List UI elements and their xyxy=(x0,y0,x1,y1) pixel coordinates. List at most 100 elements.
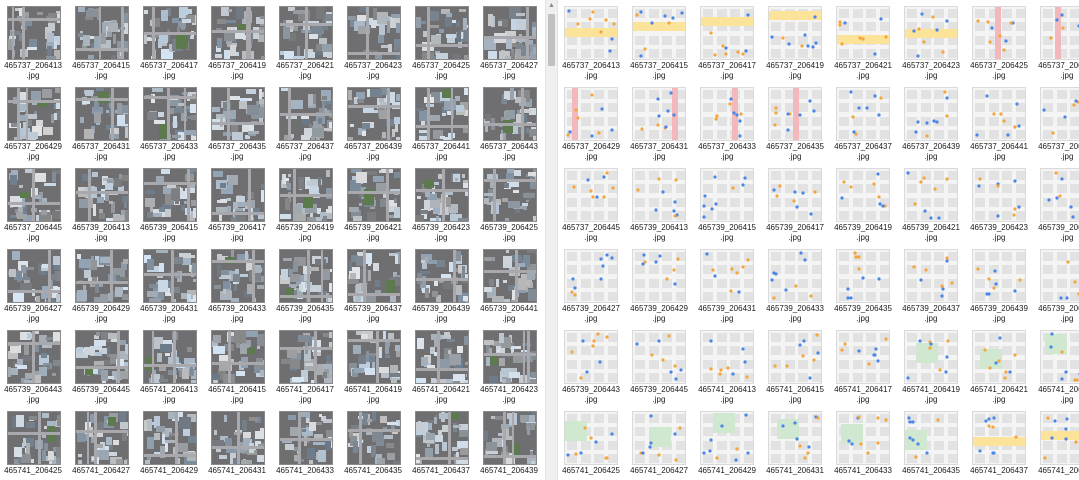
satellite-file-item[interactable]: 465739_206445 .jpg xyxy=(68,324,134,406)
satellite-file-item[interactable]: 465741_206415 .jpg xyxy=(204,324,270,406)
map-file-item[interactable]: 465739_206433 .jpg xyxy=(762,243,828,325)
map-file-item[interactable]: 465739_206437 .jpg xyxy=(898,243,964,325)
satellite-file-item[interactable]: 465741_206437 xyxy=(408,405,474,480)
satellite-file-item[interactable]: 465737_206437 .jpg xyxy=(272,81,338,163)
satellite-file-item[interactable]: 465741_206439 xyxy=(476,405,542,480)
satellite-file-item[interactable]: 465737_206415 .jpg xyxy=(68,0,134,82)
satellite-file-item[interactable]: 465737_206413 .jpg xyxy=(0,0,66,82)
satellite-file-item[interactable]: 465737_206445 .jpg xyxy=(0,162,66,244)
map-file-item[interactable]: 465737_206429 .jpg xyxy=(558,81,624,163)
map-file-item[interactable]: 465741_206415 .jpg xyxy=(762,324,828,406)
map-file-item[interactable]: 465737_206435 .jpg xyxy=(762,81,828,163)
map-file-item[interactable]: 465737_206427.jpg xyxy=(1034,0,1079,82)
satellite-file-item[interactable]: 465741_206431 xyxy=(204,405,270,480)
map-file-item[interactable]: 465737_206445 .jpg xyxy=(558,162,624,244)
satellite-file-item[interactable]: 465737_206417 .jpg xyxy=(136,0,202,82)
satellite-file-item[interactable]: 465737_206421 .jpg xyxy=(272,0,338,82)
map-file-item[interactable]: 465739_206441.jpg xyxy=(1034,243,1079,325)
satellite-file-item[interactable]: 465741_206413 .jpg xyxy=(136,324,202,406)
satellite-file-item[interactable]: 465741_206427 xyxy=(68,405,134,480)
satellite-file-item[interactable]: 465739_206435 .jpg xyxy=(272,243,338,325)
chevron-up-icon[interactable]: ▲ xyxy=(548,2,555,9)
satellite-file-item[interactable]: 465737_206439 .jpg xyxy=(340,81,406,163)
file-name-ext: .jpg xyxy=(298,152,312,161)
map-file-item[interactable]: 465739_206435 .jpg xyxy=(830,243,896,325)
map-file-item[interactable]: 465737_206433 .jpg xyxy=(694,81,760,163)
satellite-file-item[interactable]: 465739_206419 .jpg xyxy=(272,162,338,244)
satellite-file-item[interactable]: 465741_206435 xyxy=(340,405,406,480)
satellite-file-item[interactable]: 465739_206427 .jpg xyxy=(0,243,66,325)
satellite-file-item[interactable]: 465741_206433 xyxy=(272,405,338,480)
satellite-file-item[interactable]: 465737_206443 .jpg xyxy=(476,81,542,163)
map-file-item[interactable]: 465741_206423.jpg xyxy=(1034,324,1079,406)
satellite-file-item[interactable]: 465739_206429 .jpg xyxy=(68,243,134,325)
map-file-item[interactable]: 465737_206425 .jpg xyxy=(966,0,1032,82)
satellite-file-item[interactable]: 465739_206437 .jpg xyxy=(340,243,406,325)
map-file-item[interactable]: 465741_206421 .jpg xyxy=(966,324,1032,406)
map-file-item[interactable]: 465739_206417 .jpg xyxy=(762,162,828,244)
map-file-item[interactable]: 465741_206419 .jpg xyxy=(898,324,964,406)
map-file-item[interactable]: 465739_206439 .jpg xyxy=(966,243,1032,325)
map-file-item[interactable]: 465737_206419 .jpg xyxy=(762,0,828,82)
map-file-item[interactable]: 465739_206429 .jpg xyxy=(626,243,692,325)
map-file-item[interactable]: 465741_206437 xyxy=(966,405,1032,480)
map-file-item[interactable]: 465739_206445 .jpg xyxy=(626,324,692,406)
map-file-item[interactable]: 465739_206413 .jpg xyxy=(626,162,692,244)
satellite-file-item[interactable]: 465739_206439 .jpg xyxy=(408,243,474,325)
map-file-item[interactable]: 465737_206421 .jpg xyxy=(830,0,896,82)
map-file-item[interactable]: 465739_206431 .jpg xyxy=(694,243,760,325)
map-file-item[interactable]: 465737_206431 .jpg xyxy=(626,81,692,163)
map-file-item[interactable]: 465737_206413 .jpg xyxy=(558,0,624,82)
scrollbar-thumb[interactable] xyxy=(548,14,555,66)
satellite-file-item[interactable]: 465737_206435 .jpg xyxy=(204,81,270,163)
map-file-item[interactable]: 465737_206417 .jpg xyxy=(694,0,760,82)
map-file-item[interactable]: 465739_206419 .jpg xyxy=(830,162,896,244)
map-file-item[interactable]: 465741_206435 xyxy=(898,405,964,480)
satellite-file-item[interactable]: 465737_206433 .jpg xyxy=(136,81,202,163)
map-file-item[interactable]: 465737_206415 .jpg xyxy=(626,0,692,82)
map-file-item[interactable]: 465739_206443 .jpg xyxy=(558,324,624,406)
satellite-file-item[interactable]: 465741_206425 xyxy=(0,405,66,480)
map-file-item[interactable]: 465741_206417 .jpg xyxy=(830,324,896,406)
satellite-file-item[interactable]: 465739_206433 .jpg xyxy=(204,243,270,325)
map-file-item[interactable]: 465737_206439 .jpg xyxy=(898,81,964,163)
vertical-scrollbar[interactable]: ▲ xyxy=(545,0,558,480)
satellite-file-item[interactable]: 465741_206421 .jpg xyxy=(408,324,474,406)
map-file-item[interactable]: 465737_206441 .jpg xyxy=(966,81,1032,163)
map-file-item[interactable]: 465741_206429 xyxy=(694,405,760,480)
map-file-item[interactable]: 465741_206425 xyxy=(558,405,624,480)
satellite-file-item[interactable]: 465739_206413 .jpg xyxy=(68,162,134,244)
satellite-file-item[interactable]: 465739_206441 .jpg xyxy=(476,243,542,325)
satellite-file-item[interactable]: 465739_206425 .jpg xyxy=(476,162,542,244)
satellite-file-item[interactable]: 465741_206417 .jpg xyxy=(272,324,338,406)
map-file-item[interactable]: 465737_206423 .jpg xyxy=(898,0,964,82)
map-file-item[interactable]: 465739_206423 .jpg xyxy=(966,162,1032,244)
satellite-file-item[interactable]: 465737_206423 .jpg xyxy=(340,0,406,82)
satellite-file-item[interactable]: 465741_206423 .jpg xyxy=(476,324,542,406)
map-file-item[interactable]: 465739_206425.jpg xyxy=(1034,162,1079,244)
satellite-file-item[interactable]: 465739_206423 .jpg xyxy=(408,162,474,244)
satellite-file-item[interactable]: 465739_206421 .jpg xyxy=(340,162,406,244)
map-file-item[interactable]: 465737_206437 .jpg xyxy=(830,81,896,163)
satellite-file-item[interactable]: 465737_206419 .jpg xyxy=(204,0,270,82)
map-file-item[interactable]: 465737_206443.jpg xyxy=(1034,81,1079,163)
map-file-item[interactable]: 465739_206415 .jpg xyxy=(694,162,760,244)
satellite-file-item[interactable]: 465739_206415 .jpg xyxy=(136,162,202,244)
map-file-item[interactable]: 465741_206413 .jpg xyxy=(694,324,760,406)
map-file-item[interactable]: 465739_206421 .jpg xyxy=(898,162,964,244)
satellite-file-item[interactable]: 465739_206417 .jpg xyxy=(204,162,270,244)
map-file-item[interactable]: 465741_206439 xyxy=(1034,405,1079,480)
satellite-file-item[interactable]: 465739_206431 .jpg xyxy=(136,243,202,325)
satellite-file-item[interactable]: 465737_206441 .jpg xyxy=(408,81,474,163)
satellite-file-item[interactable]: 465737_206429 .jpg xyxy=(0,81,66,163)
map-file-item[interactable]: 465741_206433 xyxy=(830,405,896,480)
satellite-file-item[interactable]: 465741_206419 .jpg xyxy=(340,324,406,406)
map-file-item[interactable]: 465741_206431 xyxy=(762,405,828,480)
satellite-file-item[interactable]: 465741_206429 xyxy=(136,405,202,480)
satellite-file-item[interactable]: 465737_206431 .jpg xyxy=(68,81,134,163)
satellite-file-item[interactable]: 465739_206443 .jpg xyxy=(0,324,66,406)
map-file-item[interactable]: 465739_206427 .jpg xyxy=(558,243,624,325)
map-file-item[interactable]: 465741_206427 xyxy=(626,405,692,480)
satellite-file-item[interactable]: 465737_206427 .jpg xyxy=(476,0,542,82)
satellite-file-item[interactable]: 465737_206425 .jpg xyxy=(408,0,474,82)
